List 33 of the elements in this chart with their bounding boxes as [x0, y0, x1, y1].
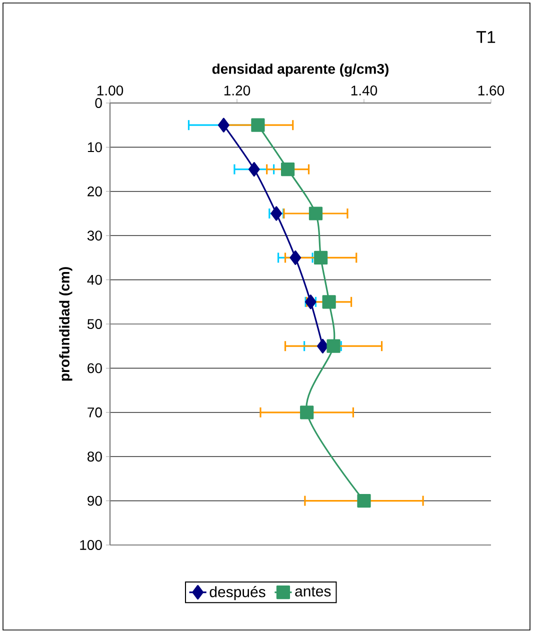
point [322, 295, 336, 309]
point [218, 118, 230, 132]
x-tick-label: 1.00 [97, 86, 124, 96]
x-tick-label: 1.60 [478, 86, 504, 96]
point [314, 250, 328, 265]
legend-label: después [210, 586, 266, 600]
x-axis-title: densidad aparente (g/cm3) [212, 64, 388, 77]
point [270, 206, 282, 221]
y-tick-label: 90 [88, 496, 102, 506]
x-tick-label: 1.40 [351, 86, 378, 96]
point [251, 118, 265, 132]
x-tick-label: 1.20 [224, 86, 250, 96]
legend-label: antes [295, 586, 331, 597]
y-tick-label: 10 [88, 142, 102, 152]
y-tick-label: 20 [88, 186, 102, 196]
y-tick-label: 40 [87, 274, 102, 285]
y-tick-label: 0 [95, 98, 102, 108]
chart-title: T1 [476, 31, 496, 43]
point [357, 494, 371, 508]
point [290, 250, 302, 266]
point [308, 206, 323, 220]
point [300, 406, 314, 420]
point [326, 339, 340, 353]
y-tick-label: 70 [88, 407, 102, 418]
y-tick-label: 30 [87, 230, 102, 241]
point [317, 338, 328, 354]
y-tick-label: 100 [80, 540, 102, 550]
point [280, 162, 295, 176]
y-tick-label: 80 [88, 452, 102, 462]
y-axis-title: profundidad (cm) [59, 267, 72, 381]
y-tick-label: 60 [88, 363, 102, 374]
y-tick-label: 50 [87, 319, 102, 329]
point [248, 162, 260, 177]
